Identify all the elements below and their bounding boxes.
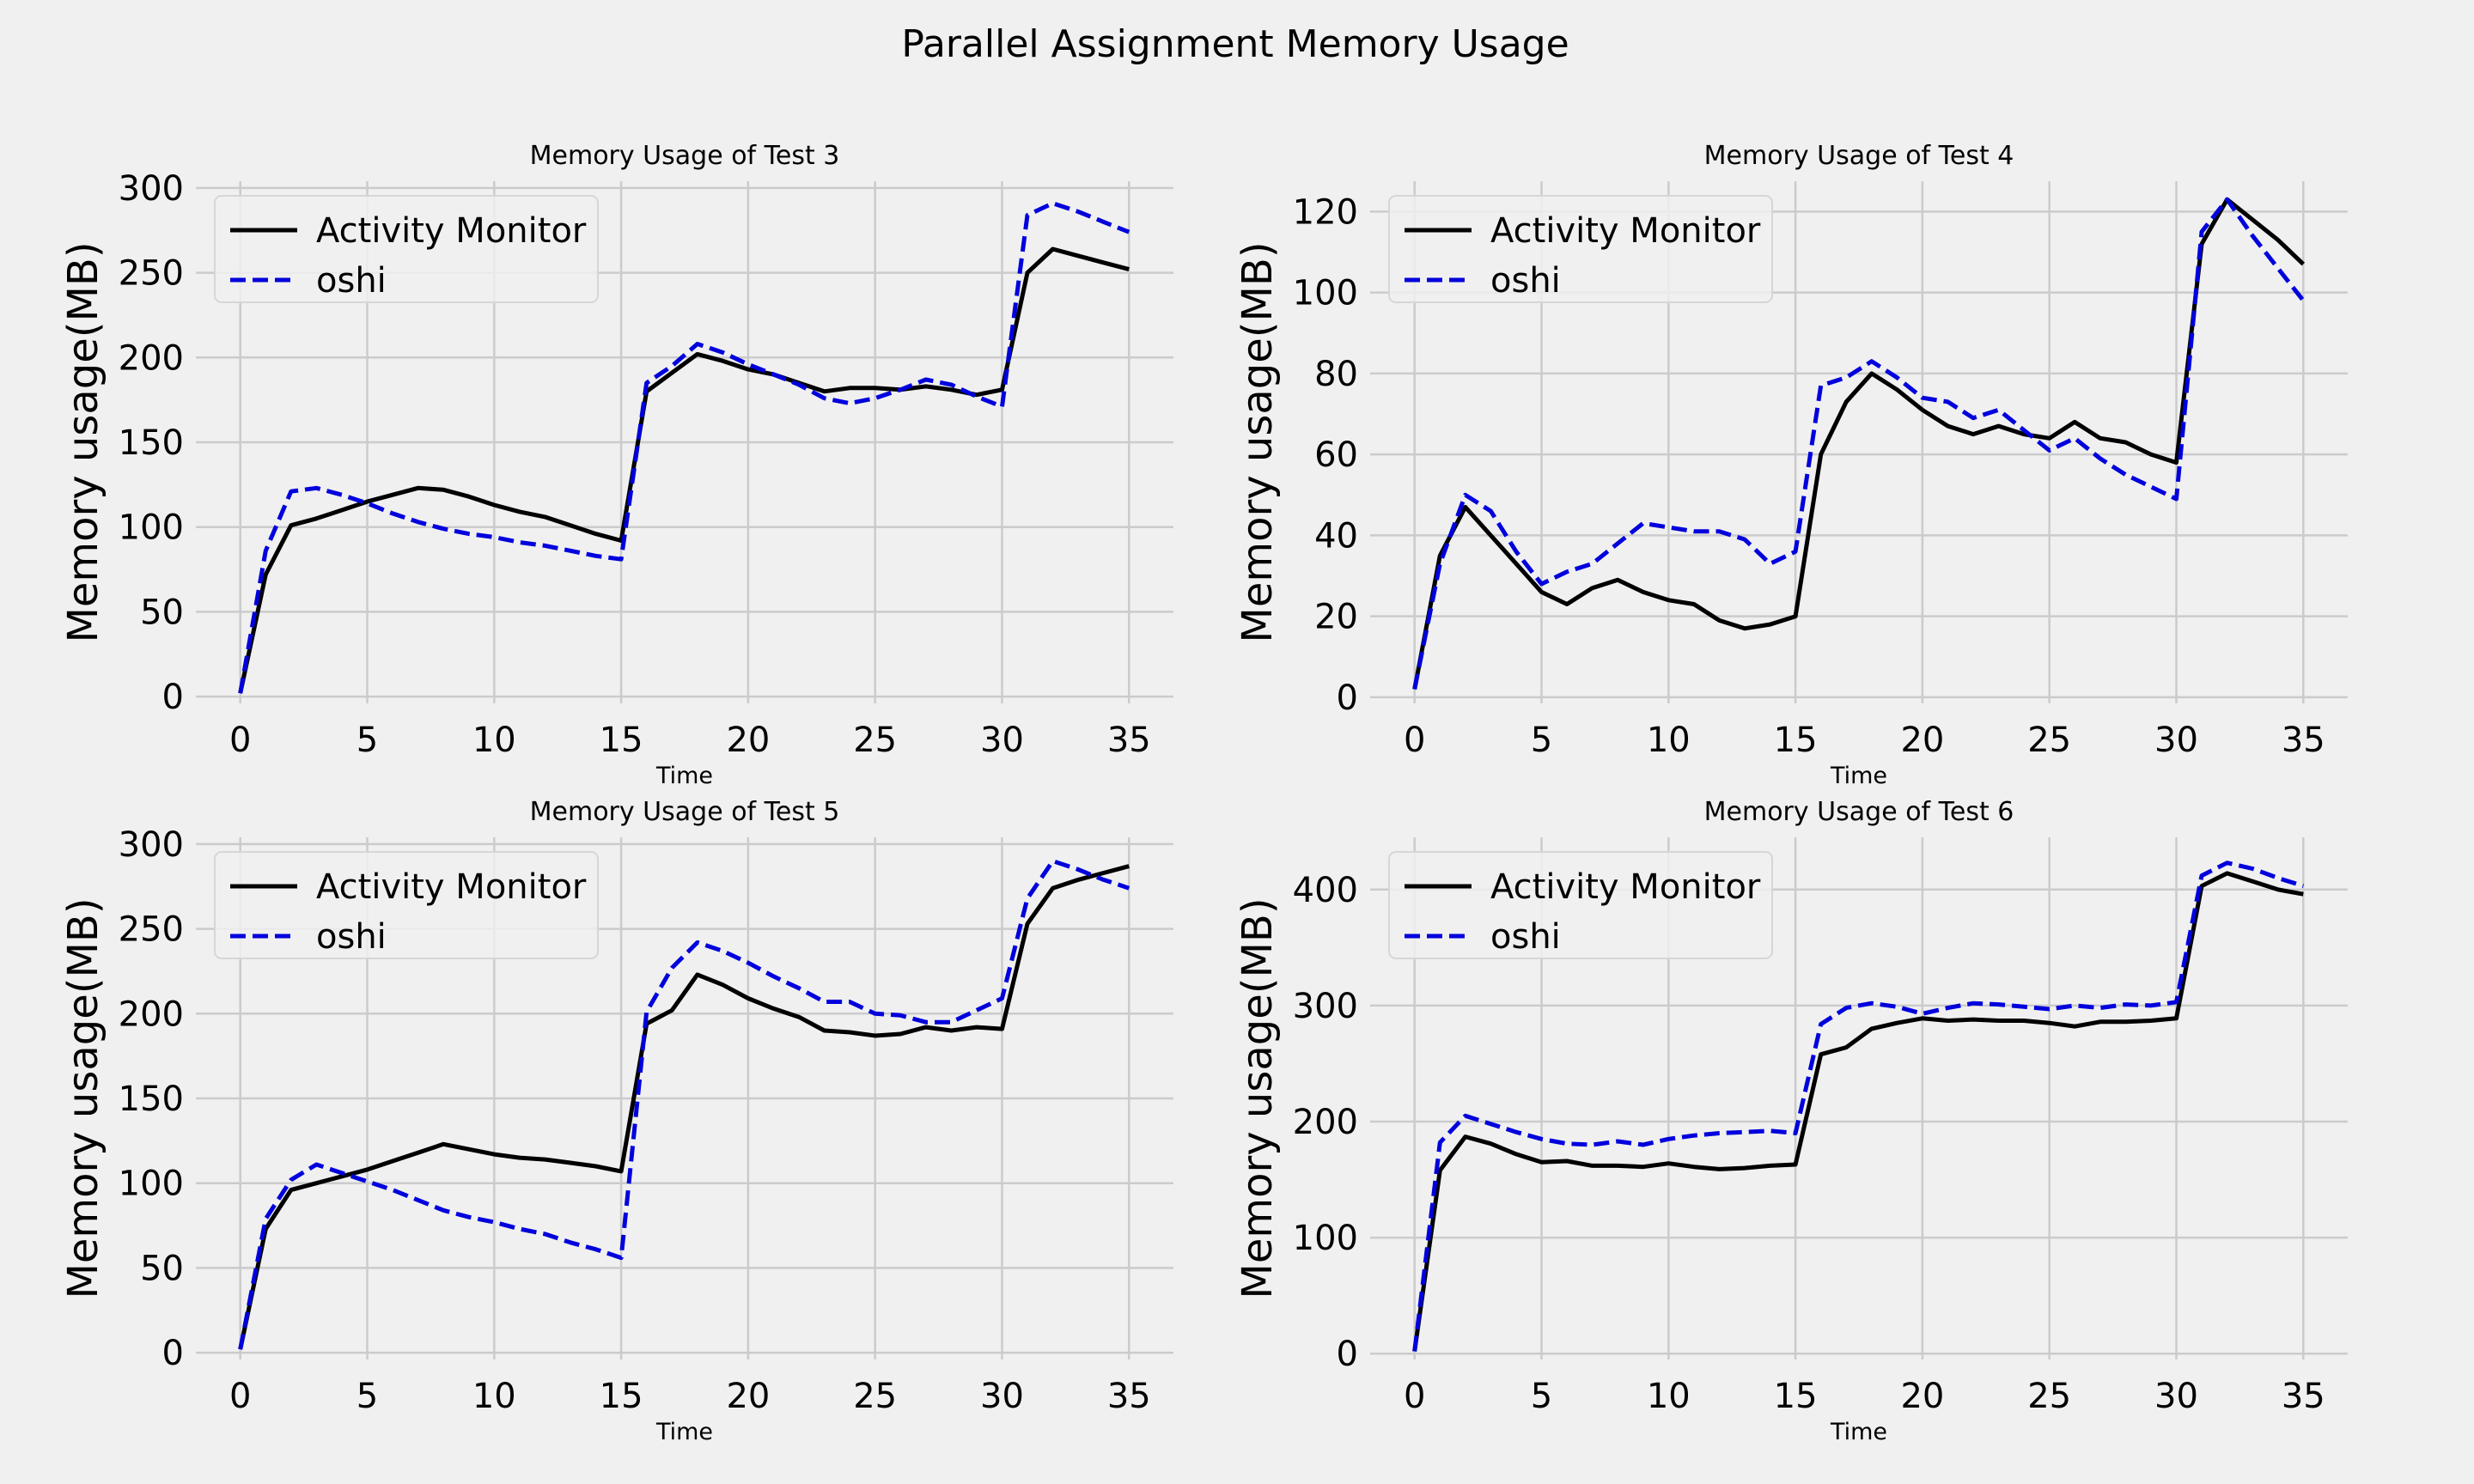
x-tick-label: 30 [2154, 1377, 2198, 1416]
x-tick-label: 0 [1404, 1377, 1425, 1416]
x-tick-label: 25 [2027, 721, 2071, 760]
y-tick-label: 300 [1293, 987, 1358, 1026]
x-axis-label: Time [655, 1419, 713, 1445]
x-tick-label: 15 [600, 1377, 643, 1416]
y-tick-label: 0 [1337, 678, 1358, 718]
y-tick-label: 80 [1314, 355, 1358, 394]
y-tick-label: 200 [119, 338, 184, 378]
x-tick-label: 20 [726, 1377, 770, 1416]
y-tick-label: 200 [1293, 1103, 1358, 1142]
y-tick-label: 400 [1293, 871, 1358, 910]
series-line-activity-monitor [1412, 197, 2306, 690]
y-axis-label: Memory usage(MB) [1234, 897, 1282, 1298]
y-tick-label: 150 [119, 423, 184, 463]
y-tick-label: 0 [162, 1334, 184, 1373]
legend-label: oshi [1490, 917, 1561, 957]
x-tick-label: 30 [980, 721, 1024, 760]
series-line-activity-monitor [1412, 871, 2304, 1352]
legend-box [214, 195, 599, 303]
x-tick-label: 0 [229, 1377, 251, 1416]
x-tick-label: 35 [1107, 721, 1151, 760]
x-tick-label: 5 [1531, 1377, 1552, 1416]
x-tick-label: 10 [472, 1377, 516, 1416]
y-tick-label: 100 [119, 508, 184, 548]
subplot-title: Memory Usage of Test 3 [530, 141, 840, 171]
x-tick-label: 5 [356, 721, 378, 760]
subplot-title: Memory Usage of Test 5 [530, 797, 840, 827]
subplot-2: 0 5 10 15 20 25 30 35 0 20 40 60 80 100 120 Memory Usag… [1234, 141, 2348, 789]
x-tick-label: 5 [1531, 721, 1552, 760]
series-line-oshi [238, 201, 1130, 694]
x-axis-label: Time [655, 763, 713, 789]
y-tick-label: 100 [1293, 274, 1358, 313]
y-tick-label: 100 [119, 1165, 184, 1204]
subplot-4: 0 5 10 15 20 25 30 35 0 100 200 300 400 Memory Usage … [1234, 797, 2348, 1445]
y-tick-label: 250 [119, 254, 184, 294]
series-line-oshi [238, 859, 1130, 1350]
y-tick-label: 120 [1293, 192, 1358, 232]
y-tick-label: 300 [119, 825, 184, 865]
legend-label: Activity Monitor [1490, 867, 1761, 907]
legend-label: Activity Monitor [316, 211, 587, 251]
x-tick-label: 35 [2282, 721, 2325, 760]
y-tick-label: 100 [1293, 1219, 1358, 1258]
y-tick-label: 200 [119, 994, 184, 1034]
series-line-oshi [1412, 861, 2305, 1352]
x-tick-label: 10 [1647, 721, 1691, 760]
y-tick-label: 60 [1314, 435, 1358, 475]
x-tick-label: 0 [229, 721, 251, 760]
legend-box [1388, 195, 1773, 303]
legend-label: oshi [316, 917, 387, 957]
x-tick-label: 30 [980, 1377, 1024, 1416]
x-tick-label: 20 [1900, 1377, 1944, 1416]
legend-label: oshi [1490, 261, 1561, 301]
x-tick-label: 10 [472, 721, 516, 760]
x-tick-label: 15 [1774, 1377, 1818, 1416]
x-tick-label: 25 [853, 721, 897, 760]
subplot-title: Memory Usage of Test 4 [1704, 141, 2014, 171]
subplot-3: 0 5 10 15 20 25 30 35 0 50 100 150 200 250 300 Memory U… [59, 797, 1173, 1445]
legend-box [214, 851, 599, 959]
x-axis-label: Time [1830, 763, 1887, 789]
y-tick-label: 0 [162, 678, 184, 717]
subplot-1: 0 5 10 15 20 25 30 35 0 50 100 150 200 250 300 Memory U… [59, 141, 1173, 789]
figure-title: Parallel Assignment Memory Usage [901, 22, 1569, 66]
y-axis-label: Memory usage(MB) [59, 241, 107, 642]
x-axis-label: Time [1830, 1419, 1887, 1445]
legend-label: Activity Monitor [316, 867, 587, 907]
y-tick-label: 150 [119, 1080, 184, 1119]
y-tick-label: 250 [119, 910, 184, 950]
y-tick-label: 40 [1314, 516, 1358, 556]
x-tick-label: 15 [600, 721, 643, 760]
subplot-title: Memory Usage of Test 6 [1704, 797, 2014, 827]
series-line-activity-monitor [238, 246, 1130, 694]
x-tick-label: 35 [2282, 1377, 2325, 1416]
y-tick-label: 50 [140, 593, 184, 632]
x-tick-label: 0 [1404, 721, 1425, 760]
x-tick-label: 25 [853, 1377, 897, 1416]
y-tick-label: 20 [1314, 598, 1358, 637]
x-tick-label: 35 [1107, 1377, 1151, 1416]
y-axis-label: Memory usage(MB) [59, 897, 107, 1298]
x-tick-label: 25 [2027, 1377, 2071, 1416]
series-line-oshi [1412, 197, 2306, 690]
legend-label: Activity Monitor [1490, 211, 1761, 251]
x-tick-label: 15 [1774, 721, 1818, 760]
x-tick-label: 30 [2154, 721, 2198, 760]
x-tick-label: 20 [726, 721, 770, 760]
x-tick-label: 10 [1647, 1377, 1691, 1416]
series-line-activity-monitor [238, 864, 1130, 1350]
y-axis-label: Memory usage(MB) [1234, 241, 1282, 642]
x-tick-label: 20 [1900, 721, 1944, 760]
x-tick-label: 5 [356, 1377, 378, 1416]
y-tick-label: 0 [1337, 1335, 1358, 1374]
legend-box [1388, 851, 1773, 959]
y-tick-label: 300 [119, 169, 184, 209]
legend-label: oshi [316, 261, 387, 301]
y-tick-label: 50 [140, 1249, 184, 1288]
